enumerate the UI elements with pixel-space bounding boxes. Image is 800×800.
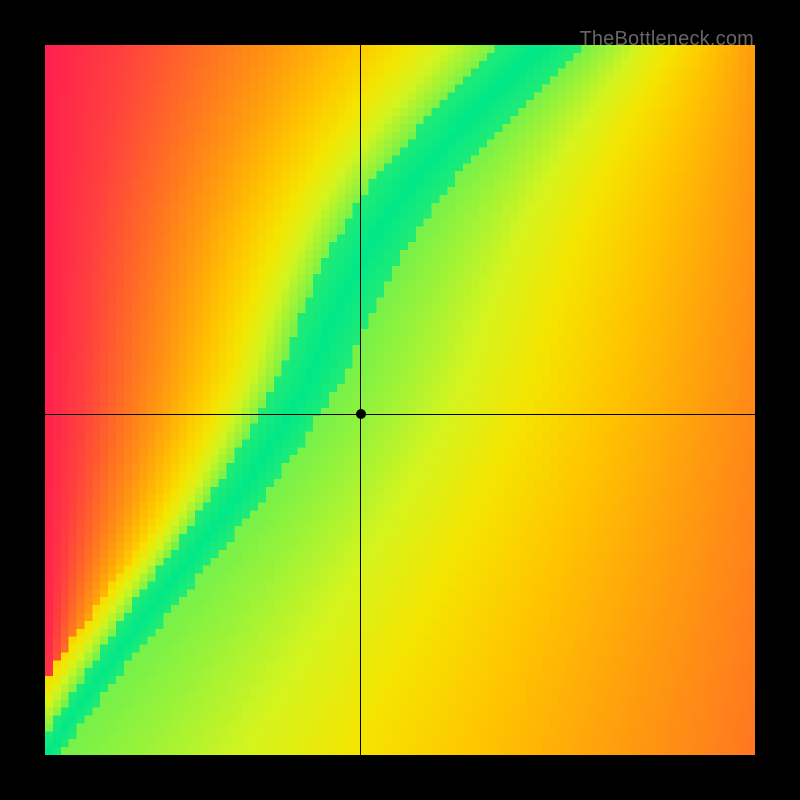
chart-container: { "meta": { "type": "heatmap", "source_w… bbox=[0, 0, 800, 800]
heatmap-plot bbox=[45, 45, 755, 755]
